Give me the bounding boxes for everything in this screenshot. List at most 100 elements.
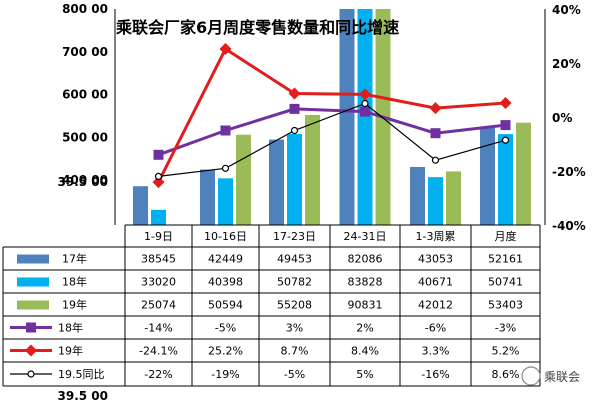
left-axis-tick: 800 00 bbox=[62, 2, 108, 16]
data-label: 3.3% bbox=[422, 345, 450, 358]
data-label: -5% bbox=[215, 322, 236, 335]
right-axis-tick: 20% bbox=[552, 57, 581, 71]
row-label: 17年 bbox=[62, 252, 87, 266]
category-label: 17-23日 bbox=[273, 230, 316, 243]
data-label: 53403 bbox=[488, 299, 523, 312]
left-axis-tick: 600 00 bbox=[62, 88, 108, 102]
data-label: -5% bbox=[284, 368, 305, 381]
row-label: 19年 bbox=[58, 344, 83, 358]
data-label: 83828 bbox=[348, 276, 383, 289]
bar-19年 bbox=[236, 134, 251, 225]
data-label: 42012 bbox=[418, 299, 453, 312]
data-label: -16% bbox=[421, 368, 449, 381]
data-label: -24.1% bbox=[139, 345, 178, 358]
bar-19年 bbox=[305, 114, 320, 225]
data-label: -3% bbox=[495, 322, 516, 335]
data-label: 42449 bbox=[208, 253, 243, 266]
bar-17年 bbox=[133, 186, 148, 225]
data-label: 8.4% bbox=[351, 345, 379, 358]
marker-19年 bbox=[359, 88, 371, 101]
marker-19.5同比 bbox=[501, 136, 510, 144]
watermark-icon bbox=[521, 366, 541, 386]
left-axis-tick: 39.5 00 bbox=[58, 389, 108, 401]
marker-19.5同比 bbox=[431, 156, 440, 164]
bar-18年 bbox=[287, 133, 302, 225]
data-label: 25.2% bbox=[208, 345, 243, 358]
data-label: 5% bbox=[356, 368, 373, 381]
data-label: 50741 bbox=[488, 276, 523, 289]
bar-18年 bbox=[498, 134, 513, 225]
data-label: 82086 bbox=[348, 253, 383, 266]
category-label: 24-31日 bbox=[344, 230, 387, 243]
bar-17年 bbox=[200, 169, 215, 225]
legend-marker bbox=[26, 322, 36, 333]
data-label: 38545 bbox=[141, 253, 176, 266]
data-label: 40398 bbox=[208, 276, 243, 289]
marker-18年 bbox=[360, 106, 370, 117]
marker-18年 bbox=[220, 125, 231, 136]
marker-19.5同比 bbox=[221, 164, 230, 172]
left-axis-tick: 700 00 bbox=[62, 45, 108, 59]
right-axis-tick: -20% bbox=[552, 165, 586, 179]
category-label: 10-16日 bbox=[204, 230, 247, 243]
marker-19.5同比 bbox=[361, 99, 369, 108]
data-label: 8.6% bbox=[492, 368, 520, 381]
data-label: 3% bbox=[286, 322, 303, 335]
right-axis-tick: 40% bbox=[552, 3, 581, 17]
data-label: 8.7% bbox=[281, 345, 309, 358]
bar-17年 bbox=[339, 9, 355, 225]
data-label: 55208 bbox=[277, 299, 312, 312]
bar-19年 bbox=[446, 171, 461, 225]
bar-17年 bbox=[269, 139, 284, 225]
data-label: -14% bbox=[144, 322, 172, 335]
legend-key-17年 bbox=[17, 254, 49, 264]
category-label: 月度 bbox=[495, 229, 517, 243]
data-label: 33020 bbox=[141, 276, 176, 289]
marker-19年 bbox=[499, 96, 512, 109]
right-axis-tick: 0% bbox=[552, 111, 572, 125]
marker-18年 bbox=[430, 128, 441, 139]
bar-18年 bbox=[218, 178, 233, 225]
bar-18年 bbox=[428, 177, 443, 225]
row-label: 19.5同比 bbox=[58, 368, 105, 381]
watermark: 乘联会 bbox=[521, 366, 580, 386]
category-label: 1-9日 bbox=[144, 230, 173, 243]
legend-key-19年 bbox=[17, 300, 49, 310]
row-label: 19年 bbox=[62, 298, 87, 312]
data-label: 43053 bbox=[418, 253, 453, 266]
data-label: 5.2% bbox=[492, 345, 520, 358]
data-label: -22% bbox=[144, 368, 172, 381]
data-label: 40671 bbox=[418, 276, 453, 289]
marker-19年 bbox=[429, 102, 442, 115]
marker-19年 bbox=[219, 42, 232, 55]
marker-18年 bbox=[500, 120, 511, 131]
left-axis-tick: 400 00 bbox=[62, 173, 108, 187]
data-label: 52161 bbox=[488, 253, 523, 266]
row-label: 18年 bbox=[58, 321, 83, 335]
line-19.5同比 bbox=[158, 102, 506, 177]
left-axis-tick: 39.5 00 bbox=[58, 175, 108, 189]
data-label: 25074 bbox=[141, 299, 176, 312]
left-axis-tick: 500 00 bbox=[62, 130, 108, 144]
data-label: -6% bbox=[425, 322, 446, 335]
data-label: 50594 bbox=[208, 299, 243, 312]
data-label: 49453 bbox=[277, 253, 312, 266]
watermark-text: 乘联会 bbox=[544, 370, 580, 384]
bar-17年 bbox=[480, 128, 495, 225]
bar-18年 bbox=[357, 9, 373, 225]
marker-19.5同比 bbox=[154, 172, 163, 180]
marker-19年 bbox=[288, 87, 301, 100]
line-18年 bbox=[157, 107, 506, 157]
data-label: 2% bbox=[356, 322, 373, 335]
bar-18年 bbox=[151, 209, 166, 225]
legend-marker bbox=[27, 370, 35, 378]
chart-title: 乘联会厂家6月周度零售数量和同比增速 bbox=[115, 18, 399, 37]
marker-18年 bbox=[289, 103, 300, 114]
category-label: 1-3周累 bbox=[416, 230, 456, 243]
data-label: 90831 bbox=[348, 299, 383, 312]
marker-19年 bbox=[152, 176, 165, 189]
bar-17年 bbox=[410, 166, 425, 225]
right-axis-tick: -40% bbox=[552, 219, 586, 233]
marker-18年 bbox=[153, 149, 164, 160]
